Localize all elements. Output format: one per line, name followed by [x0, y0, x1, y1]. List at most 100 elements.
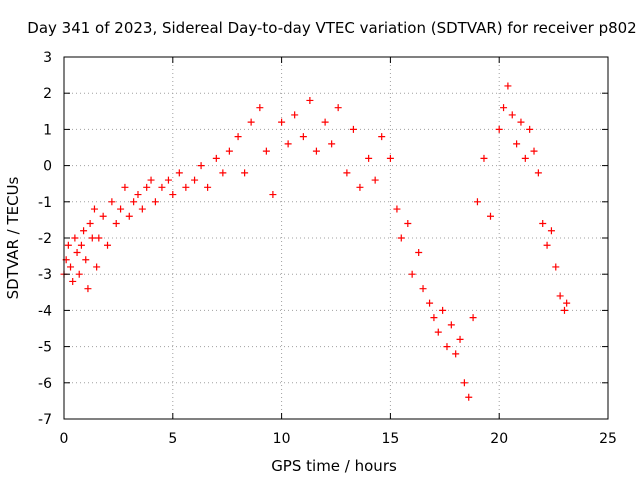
y-tick-label: 0 — [43, 159, 52, 175]
data-point — [419, 285, 427, 293]
data-point — [95, 234, 103, 242]
data-point — [486, 212, 494, 220]
data-point — [556, 292, 564, 300]
data-point — [225, 147, 233, 155]
data-point — [269, 191, 277, 199]
y-tick-label: -1 — [38, 195, 52, 211]
data-point — [321, 118, 329, 126]
data-point — [480, 154, 488, 162]
data-point — [456, 335, 464, 343]
data-point — [219, 169, 227, 177]
data-point — [82, 256, 90, 264]
data-point — [151, 198, 159, 206]
y-tick-label: -3 — [38, 267, 52, 283]
data-point — [108, 198, 116, 206]
data-point — [371, 176, 379, 184]
data-point — [299, 133, 307, 141]
data-point — [134, 191, 142, 199]
data-point — [439, 306, 447, 314]
data-point — [495, 125, 503, 133]
x-tick-label: 0 — [60, 431, 69, 447]
data-point — [104, 241, 112, 249]
data-point — [534, 169, 542, 177]
y-tick-label: -7 — [38, 412, 52, 428]
data-point — [64, 241, 72, 249]
data-point — [473, 198, 481, 206]
data-point — [430, 314, 438, 322]
y-tick-label: -6 — [38, 376, 52, 392]
data-point — [234, 133, 242, 141]
data-point — [452, 350, 460, 358]
data-point — [552, 263, 560, 271]
data-point — [197, 162, 205, 170]
data-point — [90, 205, 98, 213]
y-tick-label: -2 — [38, 231, 52, 247]
data-point — [386, 154, 394, 162]
data-points — [60, 82, 571, 401]
y-axis-label: SDTVAR / TECUs — [4, 176, 22, 299]
data-point — [182, 183, 190, 191]
data-point — [278, 118, 286, 126]
data-point — [378, 133, 386, 141]
data-point — [121, 183, 129, 191]
data-point — [138, 205, 146, 213]
data-point — [130, 198, 138, 206]
data-point — [99, 212, 107, 220]
ticks: 0 5 10 15 20 25 -7 -6 -5 -4 -3 -2 -1 0 1 2 3 — [38, 50, 617, 447]
data-point — [71, 234, 79, 242]
data-point — [434, 328, 442, 336]
y-tick-label: -4 — [38, 303, 52, 319]
data-point — [469, 314, 477, 322]
x-tick-label: 10 — [273, 431, 291, 447]
data-point — [204, 183, 212, 191]
data-point — [93, 263, 101, 271]
data-point — [408, 270, 416, 278]
data-point — [125, 212, 133, 220]
data-point — [169, 191, 177, 199]
data-point — [117, 205, 125, 213]
data-point — [77, 241, 85, 249]
y-tick-label: 3 — [43, 50, 52, 66]
data-point — [158, 183, 166, 191]
data-point — [443, 343, 451, 351]
data-point — [526, 125, 534, 133]
data-point — [86, 220, 94, 228]
data-point — [521, 154, 529, 162]
data-point — [284, 140, 292, 148]
data-point — [212, 154, 220, 162]
data-point — [563, 299, 571, 307]
x-tick-label: 20 — [490, 431, 508, 447]
data-point — [356, 183, 364, 191]
y-tick-label: 2 — [43, 86, 52, 102]
data-point — [262, 147, 270, 155]
data-point — [426, 299, 434, 307]
data-point — [306, 96, 314, 104]
data-point — [334, 104, 342, 112]
data-point — [112, 220, 120, 228]
data-point — [175, 169, 183, 177]
data-point — [447, 321, 455, 329]
data-point — [312, 147, 320, 155]
data-point — [143, 183, 151, 191]
x-axis-label: GPS time / hours — [271, 457, 397, 475]
data-point — [343, 169, 351, 177]
data-point — [465, 393, 473, 401]
data-point — [500, 104, 508, 112]
data-point — [404, 220, 412, 228]
data-point — [88, 234, 96, 242]
data-point — [513, 140, 521, 148]
data-point — [397, 234, 405, 242]
data-point — [517, 118, 525, 126]
data-point — [539, 220, 547, 228]
data-point — [349, 125, 357, 133]
data-point — [365, 154, 373, 162]
data-point — [460, 379, 468, 387]
data-point — [191, 176, 199, 184]
data-point — [415, 248, 423, 256]
data-point — [147, 176, 155, 184]
data-point — [504, 82, 512, 90]
data-point — [328, 140, 336, 148]
data-point — [80, 227, 88, 235]
